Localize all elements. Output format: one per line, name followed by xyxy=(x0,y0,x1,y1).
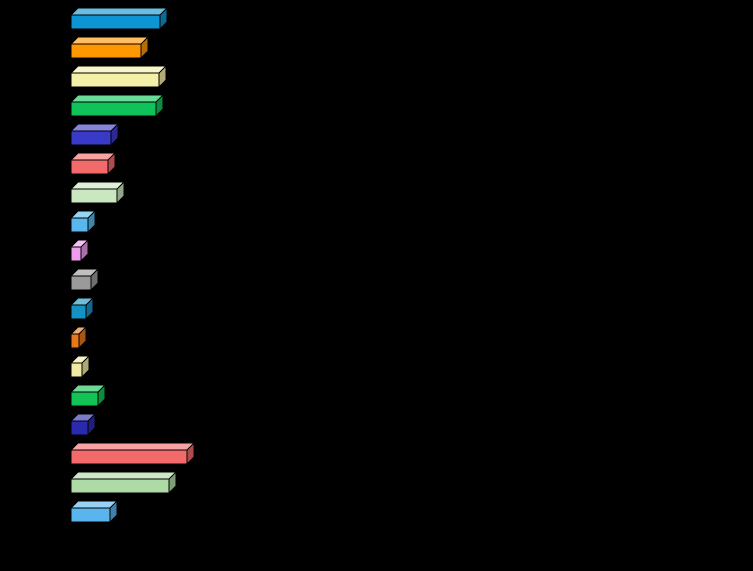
bar-front-face xyxy=(70,101,157,117)
bar-front-face xyxy=(70,14,161,30)
bar-front-face xyxy=(70,217,89,233)
bar-front-face xyxy=(70,333,80,349)
bar-front-face xyxy=(70,507,111,523)
bar-front-face xyxy=(70,391,99,407)
bar-front-face xyxy=(70,304,87,320)
bar-top-face xyxy=(69,442,196,451)
bar-row-2 xyxy=(69,35,150,60)
bar-row-9 xyxy=(69,238,90,263)
bar-row-3 xyxy=(69,64,168,89)
bar-row-7 xyxy=(69,180,126,205)
bar-top-face xyxy=(69,471,178,480)
bar-top-face xyxy=(69,36,150,45)
bar-top-face xyxy=(69,181,126,190)
bar-row-1 xyxy=(69,6,169,31)
bar-row-13 xyxy=(69,354,91,379)
bar-front-face xyxy=(70,362,83,378)
bar-row-18 xyxy=(69,499,119,524)
bar-top-face xyxy=(69,94,165,103)
bar-row-15 xyxy=(69,412,97,437)
bar-front-face xyxy=(70,246,82,262)
bar-front-face xyxy=(70,72,160,88)
bar-row-14 xyxy=(69,383,107,408)
bar-row-8 xyxy=(69,209,97,234)
bar-row-10 xyxy=(69,267,100,292)
bar-front-face xyxy=(70,188,118,204)
bar-front-face xyxy=(70,275,92,291)
bar-front-face xyxy=(70,130,112,146)
bar-top-face xyxy=(69,500,119,509)
bar-row-11 xyxy=(69,296,95,321)
bar-front-face xyxy=(70,43,142,59)
bar-front-face xyxy=(70,449,188,465)
bar-row-16 xyxy=(69,441,196,466)
bar-top-face xyxy=(69,123,120,132)
bar-front-face xyxy=(70,420,89,436)
bar-front-face xyxy=(70,478,170,494)
bar-front-face xyxy=(70,159,109,175)
bar-top-face xyxy=(69,65,168,74)
bar-row-6 xyxy=(69,151,117,176)
bar-row-4 xyxy=(69,93,165,118)
bar-row-12 xyxy=(69,325,88,350)
bar-row-5 xyxy=(69,122,120,147)
bar-top-face xyxy=(69,7,169,16)
bar-row-17 xyxy=(69,470,178,495)
